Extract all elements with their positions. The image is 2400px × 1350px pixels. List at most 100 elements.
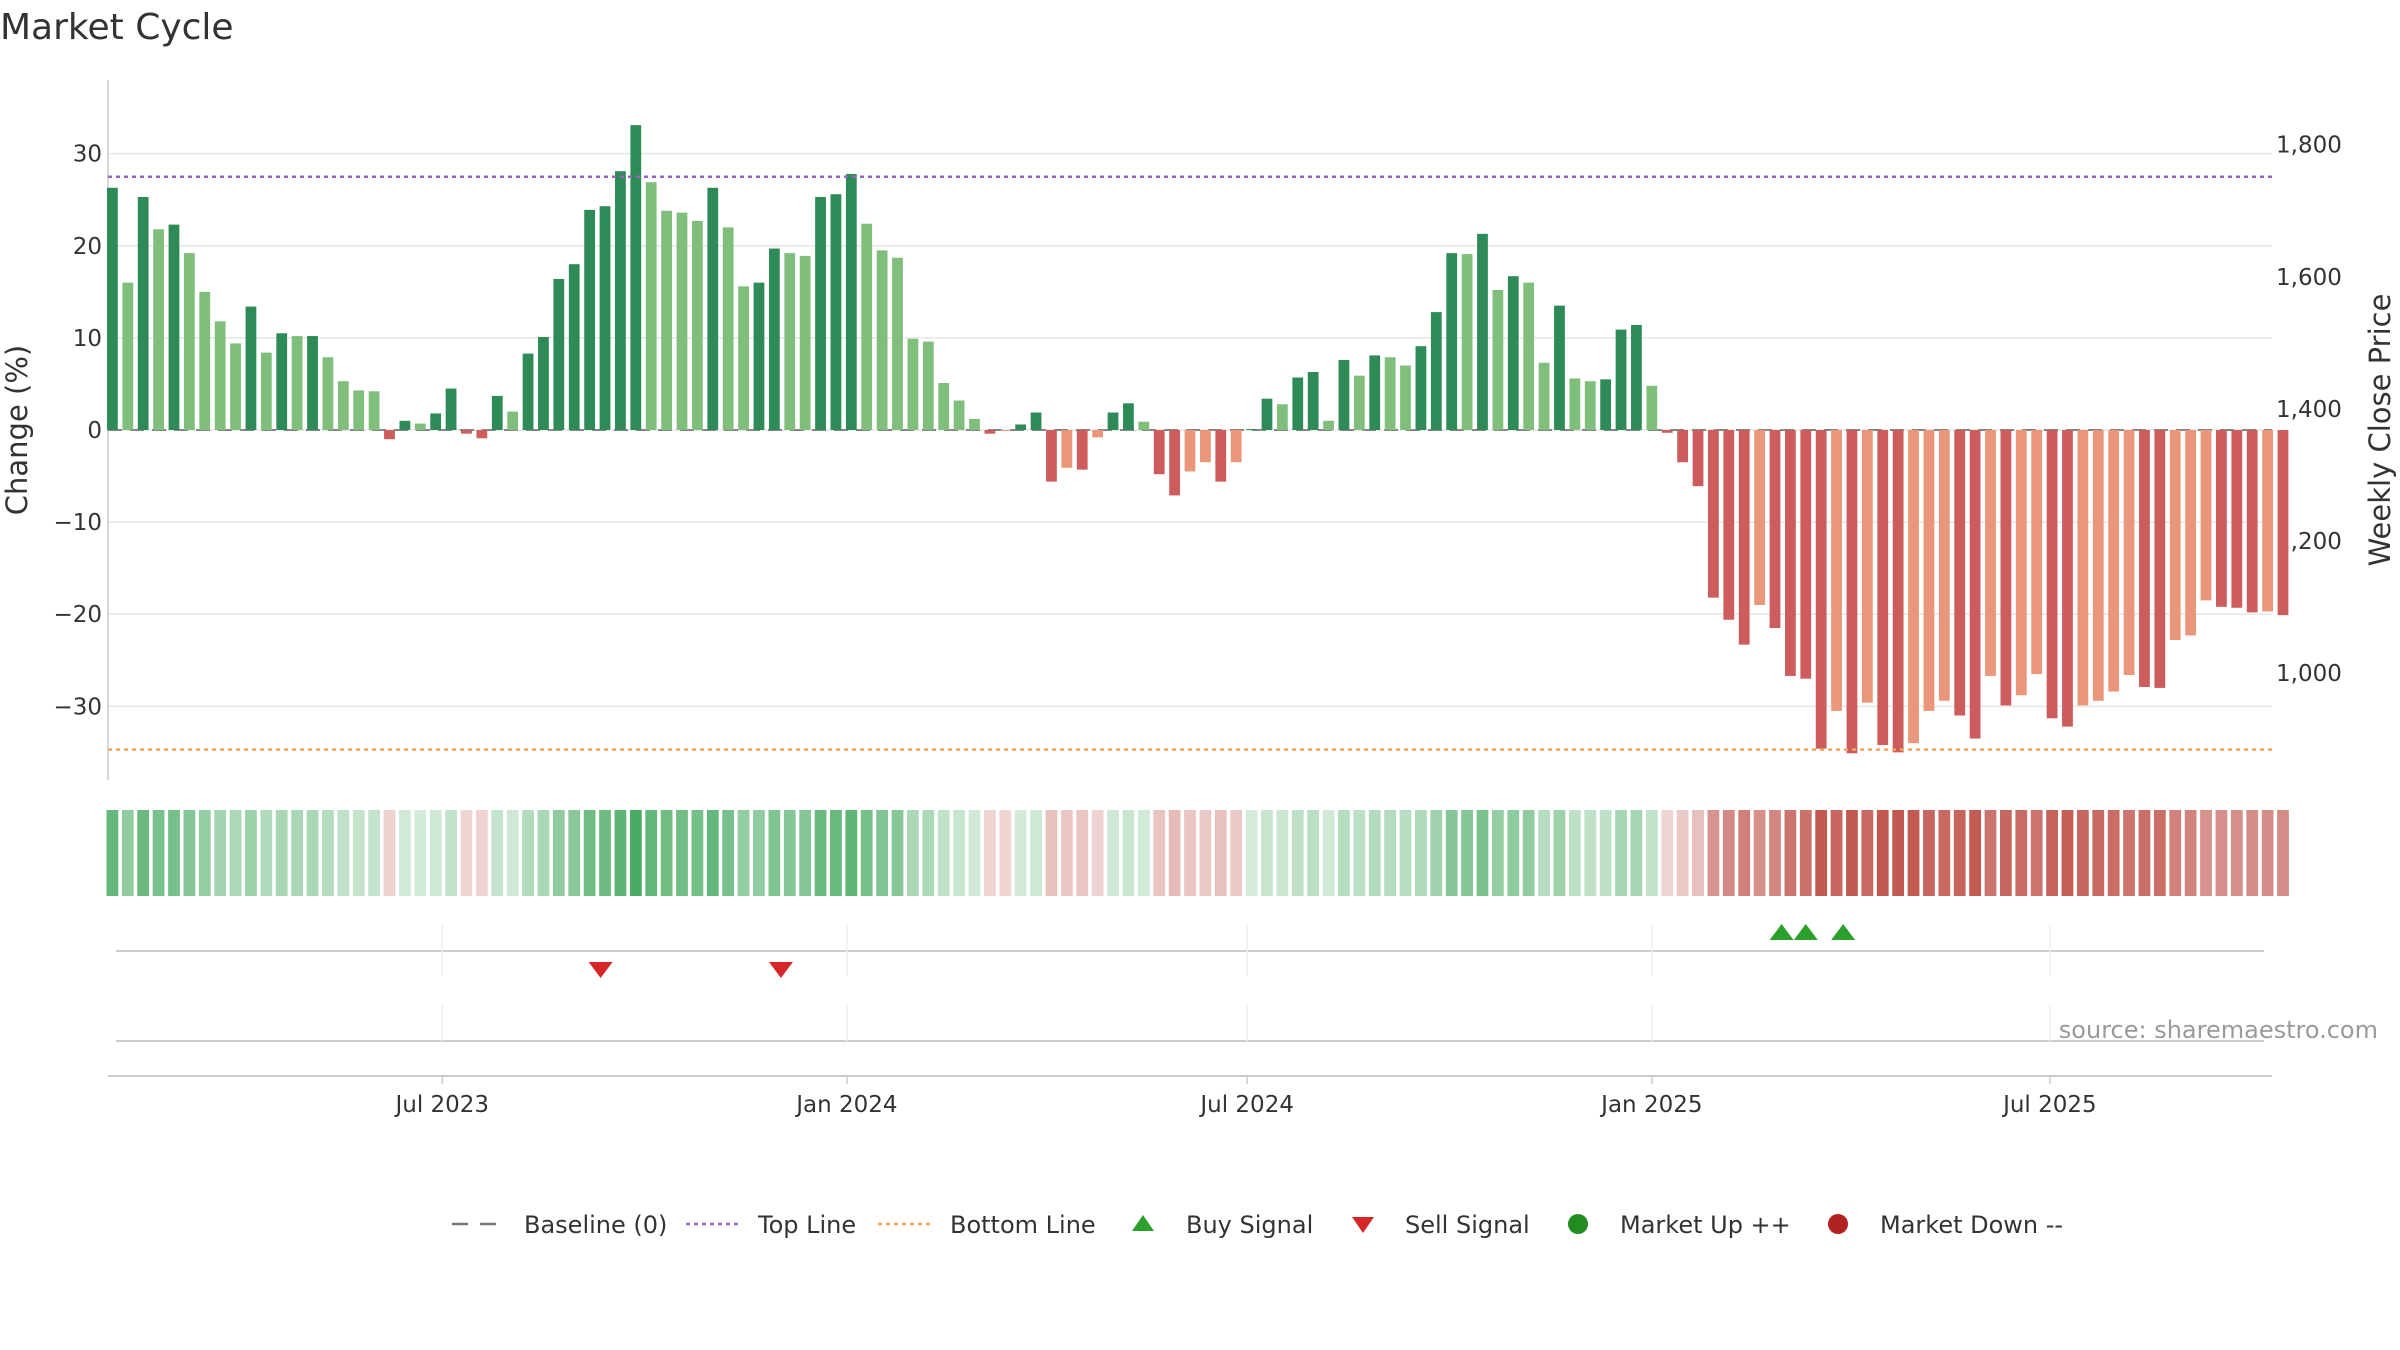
heat-cell [1892,810,1905,896]
heat-cell [460,810,473,896]
heat-cell [891,810,904,896]
heat-cell [1276,810,1289,896]
change-bar [1323,420,1334,430]
change-bar [645,182,657,430]
change-bar [1477,233,1488,430]
heat-cell [1784,810,1797,896]
change-bar [2216,430,2227,607]
heat-cell [645,810,658,896]
buy-signal-marker [1793,924,1818,940]
heat-cell [1137,810,1150,896]
change-bar [1569,378,1581,430]
heat-cell [183,810,196,896]
heat-cell [2076,810,2089,896]
change-bar [1938,430,1950,701]
change-bar [430,413,442,430]
change-bar [2031,430,2043,675]
y-tick-label: 10 [73,326,102,352]
change-bar [1230,430,1242,463]
heat-cell [368,810,380,896]
reference-lines [108,175,2272,751]
y2-tick-label: 1,800 [2276,133,2342,159]
heat-cell [1384,810,1397,896]
heat-cell [1522,810,1535,896]
market-down-icon [1828,1214,1848,1234]
change-bar [784,253,796,430]
chart-legend: Baseline (0) Top Line Bottom Line Buy Signa… [452,1211,2063,1239]
heat-cell [537,810,550,896]
change-bar [1754,430,1765,605]
heat-cell [1799,810,1812,896]
heat-cell [937,810,950,896]
heat-cell [275,810,288,896]
change-bar [291,336,303,430]
heat-cell [1615,810,1627,896]
change-bar [260,352,272,430]
heat-cell [845,810,858,896]
change-bar [1985,430,1996,676]
heat-cell [475,810,488,896]
change-bar [568,264,580,430]
x-tick-label: Jul 2025 [2001,1092,2097,1118]
x-tick-label: Jan 2025 [1599,1092,1702,1118]
heat-cell [614,810,627,896]
sell-signal-icon [1352,1217,1374,1233]
heat-cell [1476,810,1489,896]
change-bar [307,336,318,430]
heat-cell [1568,810,1581,896]
sell-signal-marker [768,962,793,978]
change-bar [1138,421,1150,430]
x-tick-label: Jan 2024 [794,1092,897,1118]
change-bar [1184,430,1196,472]
change-bar [2277,430,2289,616]
change-bar [276,333,288,430]
change-bar [876,250,888,430]
change-bar [2139,430,2150,687]
legend-item-up: Market Up ++ [1568,1211,1791,1239]
change-bar [107,187,118,430]
change-bar [938,383,950,430]
heat-cell [1938,810,1951,896]
y-tick-label: 30 [73,142,102,168]
y2-tick-label: 1,000 [2276,661,2342,687]
change-bar [384,430,395,440]
legend-item-baseline: Baseline (0) [452,1211,667,1239]
heat-cell [552,810,565,896]
change-bar [1923,430,1935,711]
heat-cell [1076,810,1089,896]
change-bar [861,223,873,430]
change-bar [799,255,811,430]
change-bar [1784,430,1796,676]
heat-cell [1722,810,1735,896]
change-bar [245,306,257,430]
heat-cell [953,810,965,896]
heat-cell [429,810,442,896]
legend-item-topline: Top Line [686,1211,856,1239]
heat-cell [1199,810,1212,896]
change-bar [969,418,980,430]
change-bar [522,353,534,430]
change-bar [1738,430,1750,645]
change-bar [445,388,457,430]
heat-cell [568,810,581,896]
heat-cell [1353,810,1366,896]
change-bar [1723,430,1735,620]
change-bar [399,420,411,430]
change-bar [2092,430,2104,701]
heat-cell [506,810,519,896]
heat-cell [337,810,350,896]
change-bar [2169,430,2181,640]
heat-cell [260,810,273,896]
change-bar [984,430,996,434]
change-bar [1877,430,1889,745]
change-bar [199,291,211,430]
change-bar [2154,430,2166,688]
heat-cell [968,810,981,896]
heat-cell [1445,810,1458,896]
heat-cell [753,810,765,896]
change-bar [584,209,596,430]
market-up-icon [1568,1214,1588,1234]
legend-label: Baseline (0) [524,1211,667,1239]
change-bar [1030,412,1042,430]
change-bar [1892,430,1904,753]
